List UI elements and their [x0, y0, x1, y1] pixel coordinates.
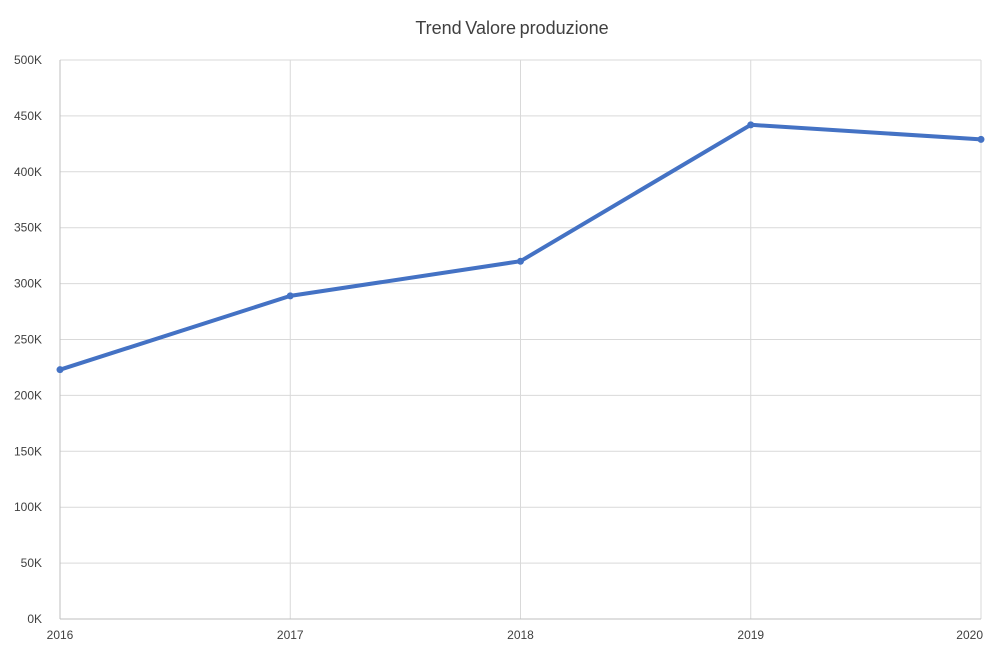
data-point-2019[interactable] [747, 121, 755, 129]
x-tick-label: 2016 [47, 628, 74, 642]
x-axis-tick-labels: 2016 2017 2018 2019 2020 [47, 628, 984, 642]
x-tick-label: 2019 [737, 628, 764, 642]
y-tick-label: 500K [14, 53, 42, 67]
y-tick-label: 100K [14, 500, 42, 514]
series-layer [56, 121, 985, 374]
y-tick-label: 0K [27, 612, 42, 626]
y-tick-label: 450K [14, 109, 42, 123]
axes [59, 60, 981, 620]
chart-title: Trend Valore produzione [415, 18, 608, 38]
y-tick-label: 350K [14, 221, 42, 235]
data-point-2020[interactable] [977, 135, 985, 143]
x-tick-label: 2017 [277, 628, 304, 642]
data-point-2017[interactable] [286, 292, 294, 300]
x-tick-label: 2020 [956, 628, 983, 642]
x-tick-label: 2018 [507, 628, 534, 642]
y-tick-label: 200K [14, 388, 42, 402]
y-tick-label: 300K [14, 277, 42, 291]
y-tick-label: 250K [14, 333, 42, 347]
y-tick-label: 150K [14, 444, 42, 458]
y-axis-tick-labels: 0K 50K 100K 150K 200K 250K 300K 350K 400K 450K 500… [14, 53, 42, 626]
y-tick-label: 50K [21, 556, 42, 570]
gridlines [60, 59, 982, 619]
data-point-2018[interactable] [517, 257, 524, 265]
data-point-2016[interactable] [56, 366, 64, 374]
y-tick-label: 400K [14, 165, 42, 179]
